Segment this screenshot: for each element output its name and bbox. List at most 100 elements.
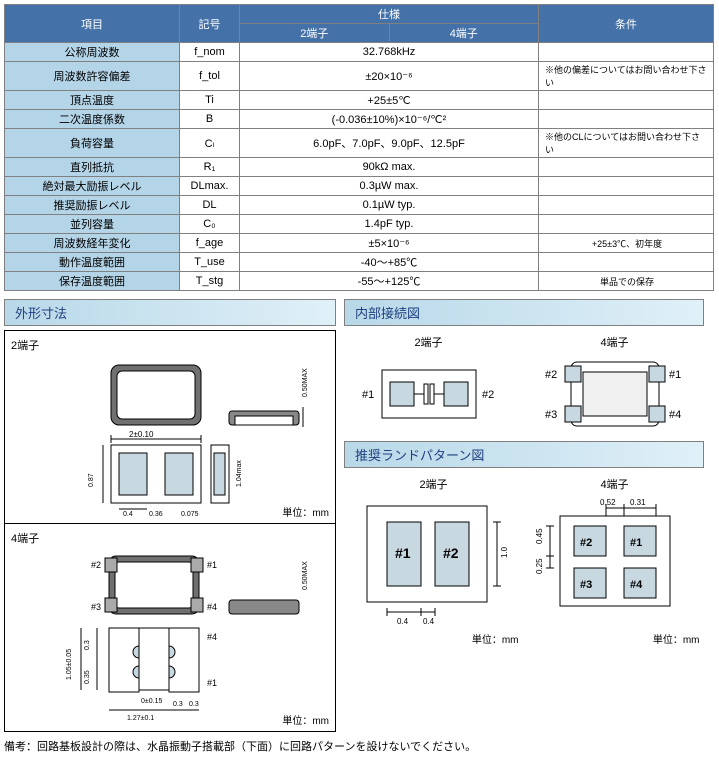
spec-row: 動作温度範囲T_use-40～+85℃ <box>5 253 714 272</box>
svg-text:#4: #4 <box>207 632 217 642</box>
svg-text:1.05±0.05: 1.05±0.05 <box>66 649 73 680</box>
svg-text:0.36: 0.36 <box>149 511 163 517</box>
spec-symbol: T_stg <box>180 272 240 291</box>
svg-text:1.27±0.1: 1.27±0.1 <box>127 715 154 722</box>
spec-value: 0.1µW typ. <box>240 196 539 215</box>
spec-item: 直列抵抗 <box>5 158 180 177</box>
dim4-unit: 単位：mm <box>282 712 329 727</box>
spec-value: 32.768kHz <box>240 43 539 62</box>
svg-text:1.04max: 1.04max <box>236 460 243 487</box>
svg-text:#2: #2 <box>443 545 459 561</box>
spec-item: 絶対最大励振レベル <box>5 177 180 196</box>
svg-text:#1: #1 <box>395 545 411 561</box>
svg-text:1.0: 1.0 <box>500 546 509 558</box>
svg-text:0.31: 0.31 <box>630 498 646 507</box>
spec-item: 負荷容量 <box>5 129 180 158</box>
svg-text:2±0.10: 2±0.10 <box>129 430 154 439</box>
spec-symbol: Cₗ <box>180 129 240 158</box>
svg-text:0.87: 0.87 <box>88 473 95 487</box>
spec-cond <box>539 177 714 196</box>
land4-svg: #2 #1 #3 #4 0.52 0.31 0.45 0.25 <box>530 496 700 626</box>
svg-text:#3: #3 <box>580 579 592 591</box>
spec-row: 公称周波数f_nom32.768kHz <box>5 43 714 62</box>
spec-cond <box>539 158 714 177</box>
spec-cond <box>539 43 714 62</box>
svg-text:#2: #2 <box>91 560 101 570</box>
spec-symbol: C₀ <box>180 215 240 234</box>
th-item: 項目 <box>5 5 180 43</box>
svg-text:0.50MAX: 0.50MAX <box>302 561 309 590</box>
land2-title: 2端子 <box>349 476 519 492</box>
spec-cond: 単品での保存 <box>539 272 714 291</box>
spec-row: 二次温度係数B(-0.036±10%)×10⁻⁶/℃² <box>5 110 714 129</box>
svg-text:#1: #1 <box>207 678 217 688</box>
spec-symbol: f_age <box>180 234 240 253</box>
spec-cond <box>539 91 714 110</box>
svg-text:#1: #1 <box>669 369 681 381</box>
spec-value: 6.0pF、7.0pF、9.0pF、12.5pF <box>240 129 539 158</box>
dim2-drawing: 0.50MAX 2±0.10 0.87 1.04max 0.4 <box>11 357 321 517</box>
th-symbol: 記号 <box>180 5 240 43</box>
th-spec4: 4端子 <box>389 24 539 43</box>
svg-text:0.50MAX: 0.50MAX <box>302 368 309 397</box>
dim2-title: 2端子 <box>11 337 329 353</box>
conn2-svg: #1 #2 <box>354 354 504 434</box>
spec-symbol: T_use <box>180 253 240 272</box>
spec-cond <box>539 196 714 215</box>
svg-text:0.4: 0.4 <box>397 617 409 626</box>
svg-text:#4: #4 <box>630 579 643 591</box>
spec-symbol: Ti <box>180 91 240 110</box>
svg-text:#4: #4 <box>669 409 681 421</box>
svg-text:#1: #1 <box>362 389 374 401</box>
dim-4terminal: 4端子 #2 #1 #3 #4 0.50MAX <box>4 524 336 732</box>
svg-text:#2: #2 <box>580 537 592 549</box>
spec-item: 頂点温度 <box>5 91 180 110</box>
spec-row: 頂点温度Ti+25±5℃ <box>5 91 714 110</box>
spec-item: 二次温度係数 <box>5 110 180 129</box>
spec-item: 周波数許容偏差 <box>5 62 180 91</box>
spec-symbol: f_tol <box>180 62 240 91</box>
spec-symbol: f_nom <box>180 43 240 62</box>
spec-cond: +25±3℃、初年度 <box>539 234 714 253</box>
spec-value: -55～+125℃ <box>240 272 539 291</box>
spec-item: 保存温度範囲 <box>5 272 180 291</box>
svg-text:0.25: 0.25 <box>535 558 544 574</box>
spec-symbol: DLmax. <box>180 177 240 196</box>
spec-item: 並列容量 <box>5 215 180 234</box>
spec-row: 並列容量C₀1.4pF typ. <box>5 215 714 234</box>
svg-text:0.3: 0.3 <box>173 701 183 708</box>
spec-value: +25±5℃ <box>240 91 539 110</box>
dim4-drawing: #2 #1 #3 #4 0.50MAX #4 #1 1.05±0.05 0.3 … <box>11 550 321 725</box>
dim2-unit: 単位：mm <box>282 504 329 519</box>
spec-symbol: R₁ <box>180 158 240 177</box>
conn2-title: 2端子 <box>354 334 504 350</box>
spec-cond: ※他の偏差についてはお問い合わせ下さい <box>539 62 714 91</box>
conn4-title: 4端子 <box>535 334 695 350</box>
spec-item: 周波数経年変化 <box>5 234 180 253</box>
svg-text:0.35: 0.35 <box>84 670 91 684</box>
spec-row: 周波数経年変化f_age±5×10⁻⁶+25±3℃、初年度 <box>5 234 714 253</box>
spec-cond: ※他のCLについてはお問い合わせ下さい <box>539 129 714 158</box>
sect-land: 推奨ランドパターン図 <box>344 441 704 468</box>
svg-text:0.4: 0.4 <box>123 511 133 517</box>
spec-value: ±5×10⁻⁶ <box>240 234 539 253</box>
spec-item: 推奨励振レベル <box>5 196 180 215</box>
spec-cond <box>539 110 714 129</box>
spec-value: ±20×10⁻⁶ <box>240 62 539 91</box>
svg-text:0.52: 0.52 <box>600 498 616 507</box>
spec-value: 1.4pF typ. <box>240 215 539 234</box>
svg-text:#1: #1 <box>630 537 642 549</box>
svg-text:0.45: 0.45 <box>535 528 544 544</box>
specification-table: 項目 記号 仕様 条件 2端子 4端子 公称周波数f_nom32.768kHz周… <box>4 4 714 291</box>
spec-row: 直列抵抗R₁90kΩ max. <box>5 158 714 177</box>
spec-row: 負荷容量Cₗ6.0pF、7.0pF、9.0pF、12.5pF※他のCLについては… <box>5 129 714 158</box>
sect-connection: 内部接続図 <box>344 299 704 326</box>
spec-item: 公称周波数 <box>5 43 180 62</box>
spec-value: -40～+85℃ <box>240 253 539 272</box>
spec-symbol: DL <box>180 196 240 215</box>
spec-cond <box>539 215 714 234</box>
svg-text:#3: #3 <box>545 409 557 421</box>
svg-text:0.4: 0.4 <box>423 617 435 626</box>
spec-value: 90kΩ max. <box>240 158 539 177</box>
connection-diagram: 2端子 #1 #2 4端子 <box>344 330 704 441</box>
